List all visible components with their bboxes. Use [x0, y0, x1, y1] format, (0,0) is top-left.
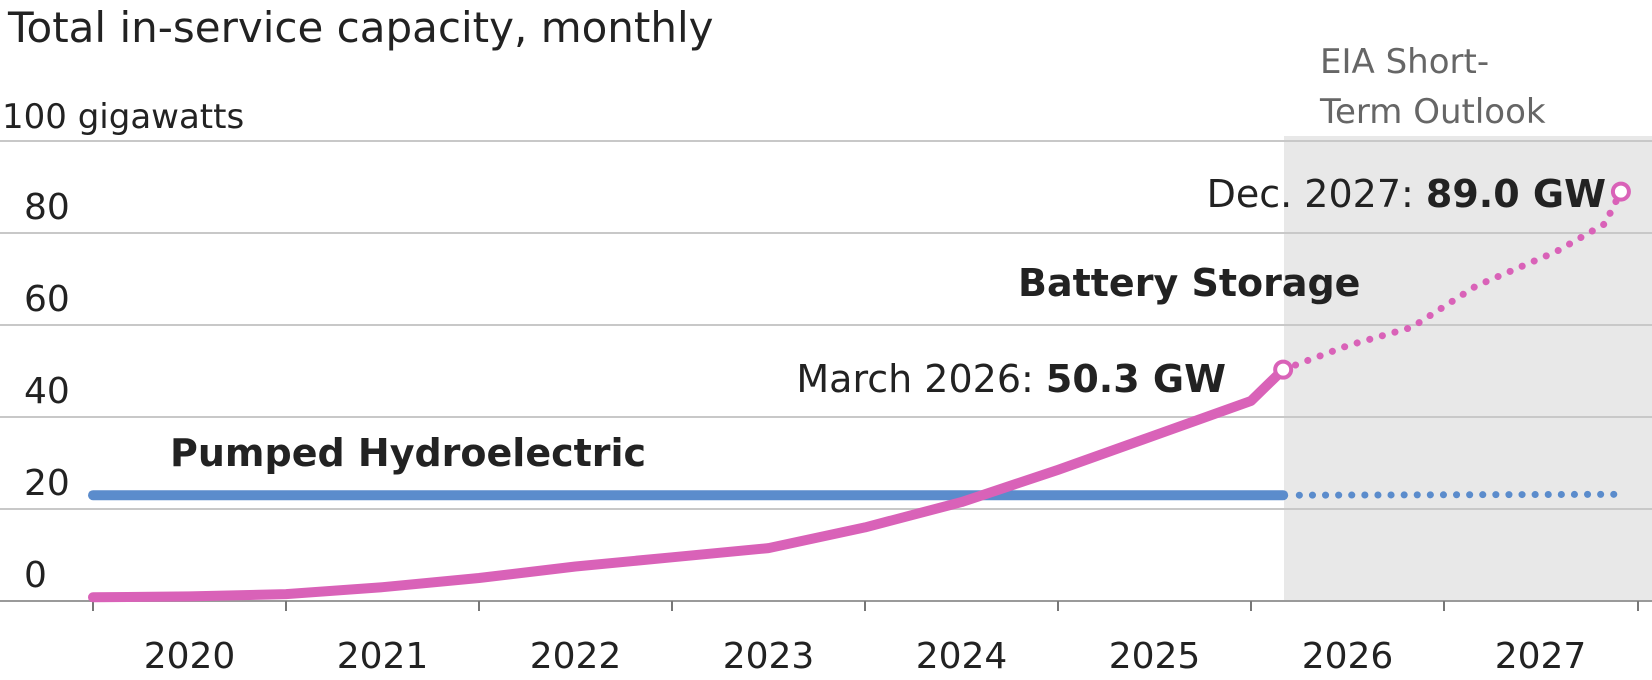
marker-dec-2027 — [1610, 181, 1631, 202]
y-tick-label: 60 — [24, 279, 70, 320]
y-tick-label: 80 — [24, 187, 70, 228]
y-tick-label: 40 — [24, 371, 70, 412]
y-axis: 0 20 40 60 80 — [24, 187, 70, 596]
x-tick-label: 2020 — [144, 636, 236, 677]
x-tick-label: 2024 — [916, 636, 1008, 677]
chart-title: Total in-service capacity, monthly — [7, 3, 714, 52]
x-tick-label: 2023 — [723, 636, 815, 677]
series-pumped-hydro-projection-line — [1295, 490, 1625, 499]
x-tick-label: 2025 — [1109, 636, 1201, 677]
series-battery-actual-line — [88, 364, 1289, 603]
y-tick-label: 0 — [24, 555, 47, 596]
projection-label-line-2: Term Outlook — [1319, 92, 1546, 132]
annotation-dec-2027: Dec. 2027: 89.0 GW — [1207, 172, 1606, 216]
series-battery-projection-line — [1279, 188, 1625, 374]
y-unit-label: 100 gigawatts — [2, 97, 244, 137]
series-label-battery: Battery Storage — [1018, 261, 1360, 305]
marker-march-2026 — [1273, 359, 1294, 380]
annotation-dec-2027-value: 89.0 GW — [1426, 172, 1606, 216]
x-tick-label: 2022 — [530, 636, 622, 677]
annotation-march-2026-value: 50.3 GW — [1046, 357, 1226, 401]
series-label-pumped-hydro: Pumped Hydroelectric — [170, 431, 646, 475]
x-tick-label: 2026 — [1302, 636, 1394, 677]
x-axis: 2020 2021 2022 2023 2024 2025 2026 2027 — [92, 601, 1639, 677]
projection-shade — [1284, 136, 1652, 601]
x-tick-label: 2027 — [1495, 636, 1587, 677]
projection-label-line-1: EIA Short- — [1320, 42, 1489, 82]
y-tick-label: 20 — [24, 463, 70, 504]
gridlines — [0, 140, 1652, 602]
series-layer — [88, 181, 1631, 603]
x-tick-label: 2021 — [337, 636, 429, 677]
annotation-march-2026-prefix: March 2026: — [796, 357, 1033, 401]
annotation-dec-2027-prefix: Dec. 2027: — [1207, 172, 1414, 216]
annotation-march-2026: March 2026: 50.3 GW — [796, 357, 1226, 401]
